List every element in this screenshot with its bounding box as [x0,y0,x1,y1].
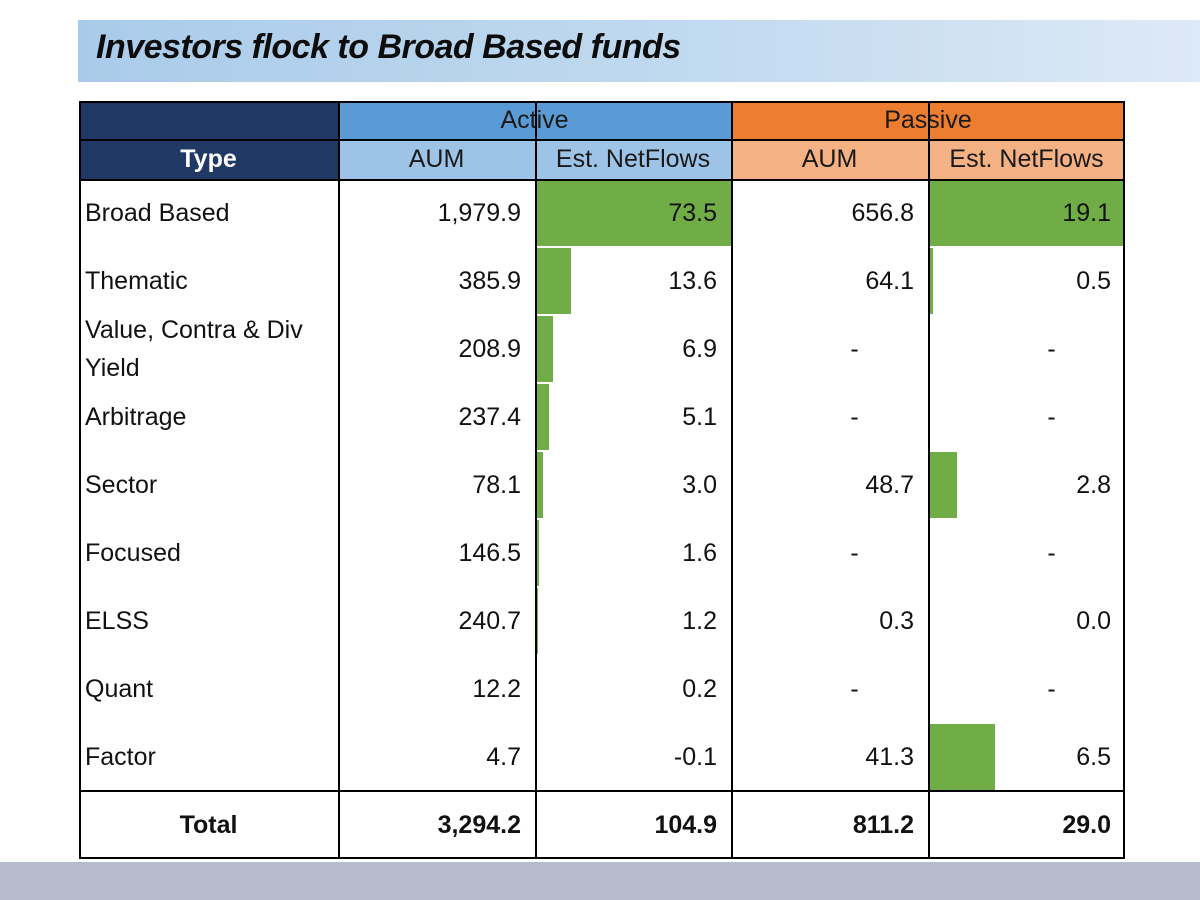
passive-netflows-bar [929,724,996,790]
type-cell: Focused [85,539,181,567]
passive-aum-cell: 0.3 [879,606,914,635]
active-aum-cell: 237.4 [458,402,521,431]
active-group-header: Active [338,101,731,139]
grid-vline [79,101,81,859]
passive-aum-cell: - [850,334,859,363]
active-netflows-bar [536,248,572,314]
active-aum-cell: 146.5 [458,538,521,567]
active-aum-cell: 4.7 [486,742,521,771]
active-aum-cell: 385.9 [458,266,521,295]
passive-aum-cell: - [850,402,859,431]
passive-aum-cell: 656.8 [851,198,914,227]
type-cell: ELSS [85,607,149,635]
passive-netflows-cell: 2.8 [1076,470,1111,499]
title-banner [78,20,1200,82]
grid-vline [1123,101,1125,859]
passive-aum-cell: - [850,538,859,567]
passive-aum-header: AUM [731,139,928,179]
total-active-aum-cell: 3,294.2 [437,810,521,839]
active-aum-header: AUM [338,139,535,179]
grid-vline [338,101,340,859]
passive-netflows-cell: - [1047,674,1056,703]
type-cell: Factor [85,743,156,771]
page-title: Investors flock to Broad Based funds [96,28,681,66]
passive-netflows-cell: 19.1 [1062,198,1111,227]
total-passive-aum-cell: 811.2 [852,810,914,839]
total-type-cell: Total [179,810,238,839]
active-netflows-cell: 1.6 [682,538,717,567]
type-cell: Sector [85,471,158,499]
netflows-table: Active Passive Type AUM Est. NetFlows AU… [79,101,1125,860]
active-netflows-cell: 1.2 [682,606,717,635]
grid-vline [731,101,733,859]
grid-vline [535,101,537,859]
passive-netflows-cell: 0.5 [1076,266,1111,295]
passive-aum-cell: 64.1 [865,266,914,295]
type-cell: Arbitrage [85,403,187,431]
type-cell: Thematic [85,267,188,295]
passive-netflows-cell: - [1047,334,1056,363]
grid-vline [928,101,930,859]
active-netflows-bar [536,384,549,450]
passive-netflows-cell: 0.0 [1076,606,1111,635]
passive-netflows-header: Est. NetFlows [928,139,1125,179]
active-netflows-cell: 13.6 [668,266,717,295]
passive-netflows-cell: - [1047,402,1056,431]
footer-band [0,862,1200,900]
active-aum-cell: 78.1 [472,470,521,499]
active-netflows-cell: -0.1 [673,742,717,771]
grid-hline [79,790,1125,792]
passive-aum-cell: - [850,674,859,703]
grid-hline [79,139,1125,141]
active-netflows-cell: 0.2 [682,674,717,703]
passive-netflows-cell: - [1047,538,1056,567]
type-cell: Quant [85,675,154,703]
active-netflows-bar [536,316,554,382]
active-netflows-header: Est. NetFlows [535,139,731,179]
passive-netflows-cell: 6.5 [1076,742,1111,771]
type-cell: Value, Contra & Div Yield [85,316,303,382]
active-netflows-bar [536,520,540,586]
passive-aum-cell: 41.3 [865,742,914,771]
passive-aum-cell: 48.7 [865,470,914,499]
grid-hline [79,179,1125,181]
passive-netflows-bar [929,180,1125,246]
type-cell: Broad Based [85,199,230,227]
header-corner [79,101,338,139]
type-column-header: Type [79,139,338,179]
active-netflows-cell: 5.1 [682,402,717,431]
total-passive-netflows-cell: 29.0 [1062,810,1111,839]
active-netflows-cell: 3.0 [682,470,717,499]
active-netflows-cell: 6.9 [682,334,717,363]
total-active-netflows-cell: 104.9 [654,810,717,839]
passive-netflows-bar [929,452,957,518]
active-aum-cell: 240.7 [458,606,521,635]
active-netflows-bar [536,588,539,654]
grid-hline [79,101,1125,103]
passive-netflows-bar [929,248,934,314]
active-netflows-bar [536,180,731,246]
active-aum-cell: 12.2 [472,674,521,703]
grid-hline [79,857,1125,859]
active-aum-cell: 208.9 [458,334,521,363]
active-netflows-cell: 73.5 [668,198,717,227]
active-aum-cell: 1,979.9 [437,198,521,227]
active-netflows-bar [536,452,543,518]
